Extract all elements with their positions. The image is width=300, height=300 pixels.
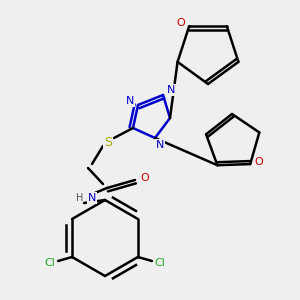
Text: O: O xyxy=(141,173,149,183)
Text: N: N xyxy=(156,140,164,150)
Text: N: N xyxy=(167,85,175,95)
Text: N: N xyxy=(88,193,96,203)
Text: Cl: Cl xyxy=(154,258,165,268)
Text: Cl: Cl xyxy=(45,258,56,268)
Text: N: N xyxy=(126,96,134,106)
Text: O: O xyxy=(255,157,264,167)
Text: S: S xyxy=(104,136,112,148)
Text: O: O xyxy=(177,18,186,28)
Text: H: H xyxy=(76,193,84,203)
